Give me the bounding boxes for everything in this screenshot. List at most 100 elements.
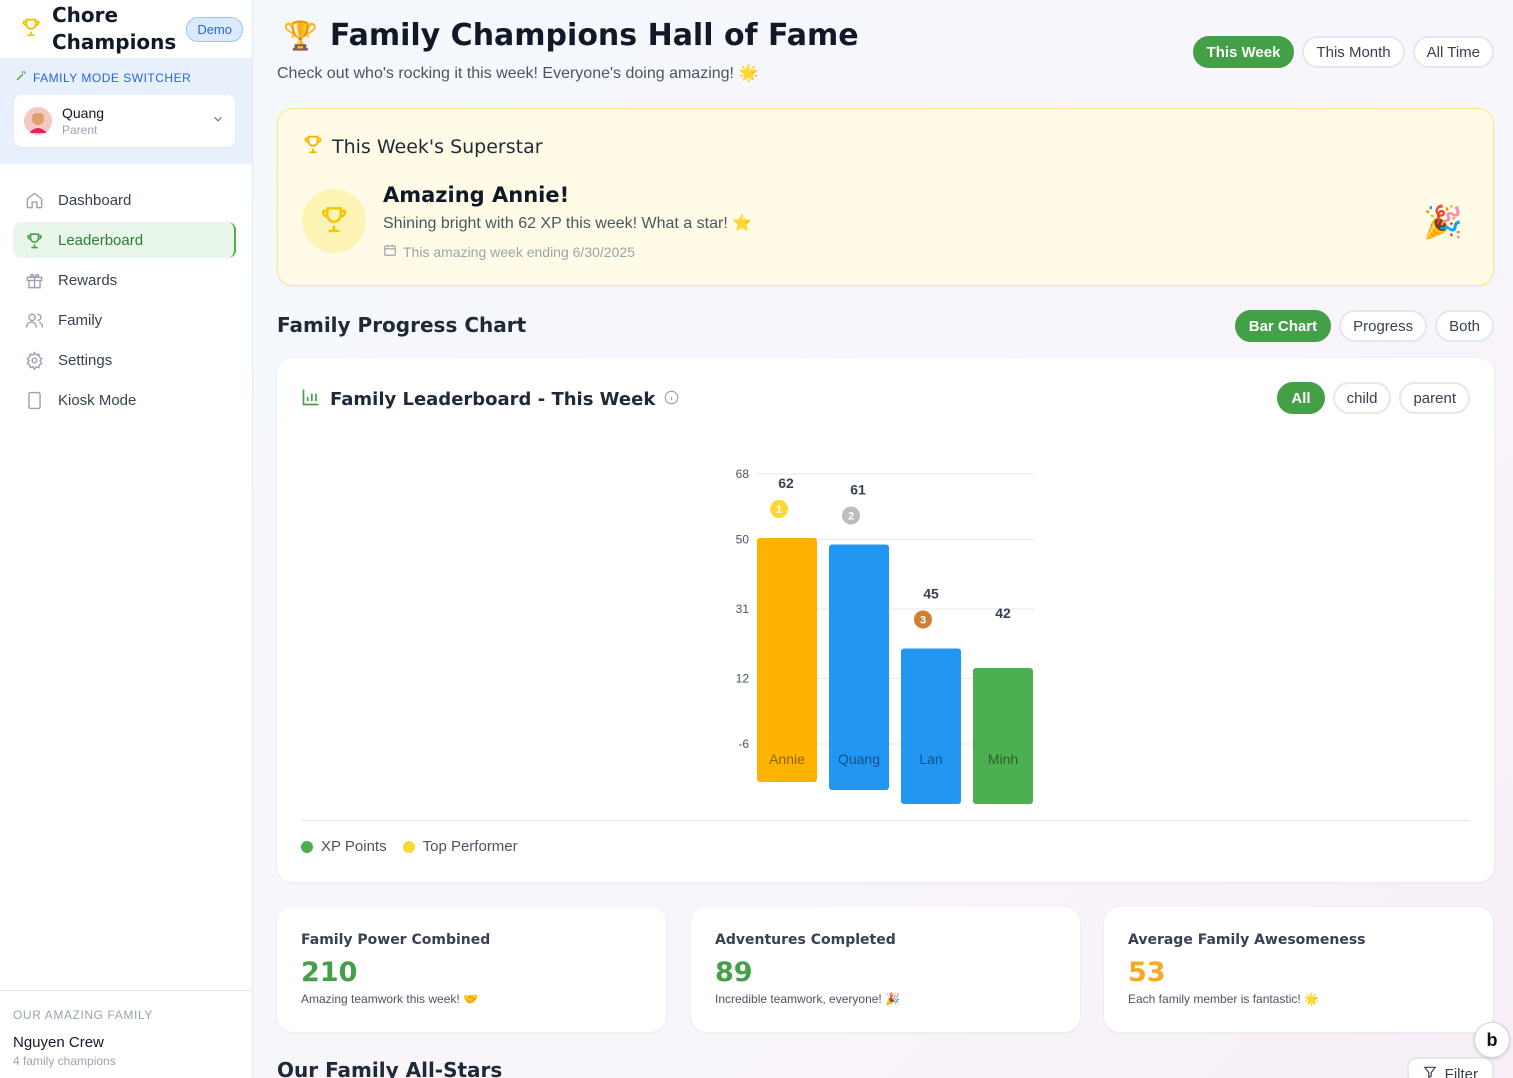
chart-legend: XP Points Top Performer: [301, 838, 518, 855]
leaderboard-chart-card: Family Leaderboard - This Week All child…: [277, 358, 1494, 882]
bar-quang: [829, 544, 889, 790]
bar-minh: [973, 668, 1033, 804]
superstar-badge: [302, 189, 366, 253]
bar-value-label: 45: [923, 586, 939, 602]
rank-badge: [770, 500, 788, 518]
tab-this-month[interactable]: This Month: [1302, 36, 1405, 68]
bar-lan: [901, 648, 961, 804]
page-subtitle: Check out who's rocking it this week! Ev…: [277, 65, 759, 82]
app-title: Chore Champions: [52, 2, 176, 56]
stat-sub: Amazing teamwork this week! 🤝: [301, 992, 478, 1006]
filter-child[interactable]: child: [1332, 382, 1392, 414]
sidebar-item-label: Rewards: [58, 271, 118, 289]
sidebar-item-label: Settings: [58, 351, 113, 369]
allstars-title: Our Family All-Stars: [277, 1058, 503, 1078]
stat-sub: Each family member is fantastic! 🌟: [1128, 992, 1319, 1006]
sidebar-item-family[interactable]: Family: [13, 302, 239, 338]
legend-dot: [301, 840, 313, 853]
bar-category-label: Quang: [838, 751, 880, 767]
superstar-heading-text: This Week's Superstar: [332, 135, 543, 158]
sidebar-item-label: Dashboard: [58, 191, 132, 209]
user-name: Quang: [62, 105, 105, 121]
sidebar-item-label: Family: [58, 311, 103, 329]
users-icon: [24, 310, 44, 330]
tab-progress[interactable]: Progress: [1339, 310, 1428, 342]
trophy-icon: 🏆: [283, 19, 318, 52]
legend-xp-points: XP Points: [301, 838, 387, 855]
bar-category-label: Lan: [919, 751, 942, 767]
rank-badge: [842, 506, 860, 525]
stat-value: 89: [715, 957, 753, 988]
info-icon[interactable]: [664, 389, 679, 410]
tab-both[interactable]: Both: [1435, 310, 1494, 342]
tab-all-time[interactable]: All Time: [1412, 36, 1494, 68]
legend-label: Top Performer: [422, 838, 518, 855]
filter-label: Filter: [1444, 1065, 1478, 1078]
superstar-card: This Week's Superstar Amazing Annie! Shi…: [277, 108, 1494, 286]
wand-icon: [15, 70, 27, 85]
avatar: [24, 107, 52, 135]
brand[interactable]: Chore Champions Demo: [0, 0, 252, 58]
main-nav: Dashboard Leaderboard Rewards Family Set…: [0, 164, 252, 418]
bar-chart: 68 50 31 12 -6 Annie 62 1 Quang 61 2 Lan 45 3 Minh 42: [736, 467, 1034, 804]
legend-label: XP Points: [321, 838, 387, 855]
stat-card-average: Average Family Awesomeness 53 Each famil…: [1104, 907, 1493, 1032]
bar-category-label: Minh: [988, 751, 1018, 767]
trophy-icon: [20, 16, 42, 43]
app-title-line1: Chore: [52, 3, 119, 27]
rank-badge-label: 3: [920, 615, 926, 627]
y-tick-label: 31: [736, 602, 750, 616]
sidebar-item-label: Kiosk Mode: [58, 391, 137, 409]
filter-button[interactable]: Filter: [1406, 1057, 1494, 1078]
stat-card-adventures: Adventures Completed 89 Incredible teamw…: [691, 907, 1080, 1032]
superstar-heading: This Week's Superstar: [302, 133, 543, 160]
period-tabs: This Week This Month All Time: [1192, 36, 1494, 68]
y-tick-label: 12: [736, 671, 750, 685]
home-icon: [24, 190, 44, 210]
help-bubble[interactable]: b: [1474, 1022, 1510, 1058]
page-title-text: Family Champions Hall of Fame: [329, 18, 859, 53]
tab-bar-chart[interactable]: Bar Chart: [1234, 310, 1332, 342]
superstar-date-text: This amazing week ending 6/30/2025: [403, 243, 635, 260]
rank-badge: [914, 610, 932, 629]
bar-value-label: 62: [778, 475, 794, 491]
trophy-icon: [302, 133, 324, 160]
superstar-message: Shining bright with 62 XP this week! Wha…: [383, 215, 753, 232]
sidebar-item-settings[interactable]: Settings: [13, 342, 239, 378]
sidebar-item-kiosk-mode[interactable]: Kiosk Mode: [13, 382, 239, 418]
demo-badge: Demo: [186, 16, 243, 42]
sidebar-item-leaderboard[interactable]: Leaderboard: [13, 222, 236, 258]
family-name: Nguyen Crew: [13, 1034, 104, 1051]
stat-label: Adventures Completed: [715, 932, 896, 948]
filter-all[interactable]: All: [1277, 382, 1325, 414]
legend-top-performer: Top Performer: [402, 838, 518, 855]
sidebar-item-dashboard[interactable]: Dashboard: [13, 182, 239, 218]
progress-section-title: Family Progress Chart: [277, 313, 527, 337]
tab-this-week[interactable]: This Week: [1192, 36, 1295, 68]
legend-divider: [301, 820, 1470, 821]
role-filter-tabs: All child parent: [1277, 382, 1470, 414]
legend-dot: [402, 840, 415, 853]
family-footer-label: OUR AMAZING FAMILY: [13, 1008, 153, 1022]
mode-switcher: FAMILY MODE SWITCHER Quang Parent: [0, 58, 252, 164]
bar-value-label: 42: [995, 605, 1011, 621]
superstar-date: This amazing week ending 6/30/2025: [383, 243, 635, 260]
stat-sub: Incredible teamwork, everyone! 🎉: [715, 992, 901, 1006]
bar-category-label: Annie: [769, 751, 805, 767]
main-content: 🏆 Family Champions Hall of Fame Check ou…: [253, 0, 1513, 1078]
trophy-icon: [24, 230, 44, 250]
user-select[interactable]: Quang Parent: [14, 95, 235, 147]
chart-card-title: Family Leaderboard - This Week: [301, 387, 679, 412]
sidebar: Chore Champions Demo FAMILY MODE SWITCHE…: [0, 0, 253, 1078]
bar-value-label: 61: [850, 482, 866, 498]
rank-badge-label: 1: [776, 504, 782, 516]
filter-parent[interactable]: parent: [1399, 382, 1470, 414]
party-popper-icon: 🎉: [1423, 204, 1463, 240]
chart-card-title-text: Family Leaderboard - This Week: [330, 389, 656, 410]
y-tick-label: -6: [738, 737, 749, 751]
calendar-icon: [383, 243, 397, 260]
trophy-icon: [318, 203, 350, 240]
page-title: 🏆 Family Champions Hall of Fame: [283, 18, 859, 53]
stat-card-family-power: Family Power Combined 210 Amazing teamwo…: [277, 907, 666, 1032]
sidebar-item-rewards[interactable]: Rewards: [13, 262, 239, 298]
